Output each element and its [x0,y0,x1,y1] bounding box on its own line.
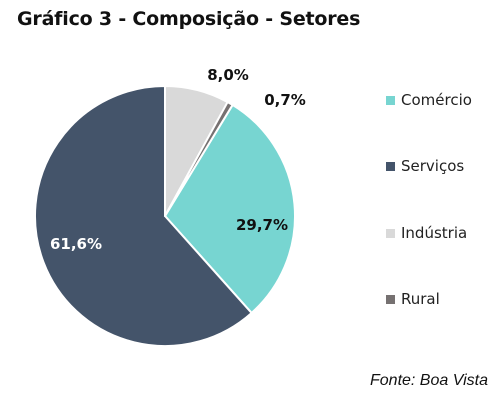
legend-item-comercio: Comércio [386,90,472,110]
legend-swatch [386,294,395,304]
source-note: Fonte: Boa Vista [370,372,488,389]
data-label-servicos: 61,6% [50,235,102,253]
legend-item-industria: Indústria [386,223,467,243]
pie-slice-servicos [34,85,253,347]
pie-slice-comercio [164,103,296,314]
pie-slice-rural [164,101,234,217]
data-label-rural: 0,7% [264,91,306,109]
legend-label: Indústria [401,224,468,242]
legend-swatch [386,161,395,171]
pie-slices [34,85,296,347]
legend-item-servicos: Serviços [386,156,464,176]
legend-label: Rural [401,290,440,308]
data-label-industria: 8,0% [207,66,249,84]
pie-data-labels: 29,7% 61,6% 8,0% 0,7% [50,66,306,253]
legend-label: Serviços [401,157,465,175]
data-label-comercio: 29,7% [236,216,288,234]
legend-swatch [386,228,395,238]
legend-item-rural: Rural [386,289,440,309]
chart-title: Gráfico 3 - Composição - Setores [17,8,361,30]
legend-label: Comércio [401,91,472,109]
legend-swatch [386,95,395,105]
